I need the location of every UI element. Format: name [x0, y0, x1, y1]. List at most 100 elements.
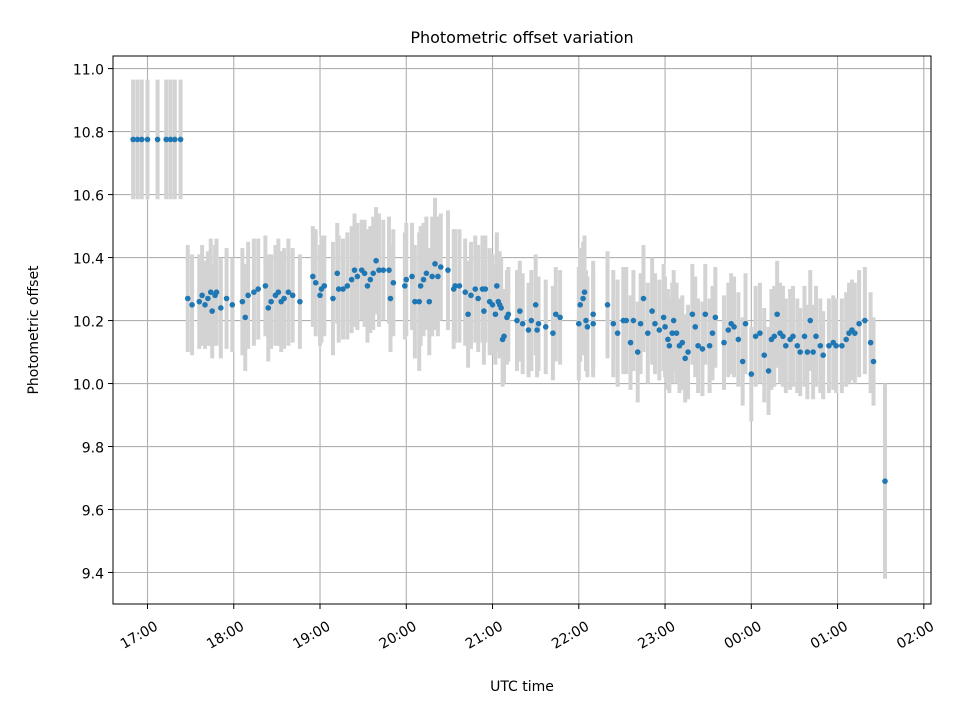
data-point	[774, 311, 780, 318]
data-point	[748, 371, 755, 377]
data-point	[709, 330, 716, 336]
data-point	[437, 264, 444, 270]
data-point	[445, 267, 451, 273]
data-point	[670, 317, 677, 324]
data-point	[771, 333, 778, 340]
data-point	[255, 286, 261, 292]
data-point	[494, 283, 500, 289]
data-point	[528, 317, 535, 324]
data-point	[852, 330, 858, 336]
data-point	[731, 324, 737, 330]
data-point	[202, 302, 208, 308]
data-point	[761, 352, 768, 358]
data-point	[575, 320, 582, 327]
data-point	[412, 298, 418, 305]
data-point	[552, 311, 559, 318]
data-point	[627, 339, 634, 346]
data-point	[867, 339, 874, 346]
data-point	[239, 298, 246, 305]
data-point	[172, 136, 178, 143]
data-point	[134, 136, 141, 143]
data-point	[706, 342, 713, 349]
data-point	[826, 342, 832, 349]
data-point	[534, 327, 540, 333]
data-point	[870, 358, 877, 365]
data-point	[517, 308, 523, 314]
data-point	[376, 267, 382, 273]
data-point	[321, 283, 328, 289]
data-point	[637, 320, 644, 327]
data-point	[640, 295, 647, 302]
data-point	[783, 342, 789, 349]
data-point	[557, 314, 563, 321]
data-point	[489, 302, 496, 308]
data-point	[833, 342, 839, 349]
data-point	[532, 302, 539, 308]
data-point	[475, 295, 481, 302]
data-point	[138, 136, 145, 143]
data-point	[205, 295, 211, 302]
data-point	[623, 317, 630, 324]
data-point	[435, 273, 441, 280]
data-point	[695, 342, 701, 349]
data-point	[344, 283, 351, 289]
data-point	[682, 355, 688, 362]
data-point	[652, 320, 658, 327]
data-point	[317, 292, 323, 299]
data-point	[519, 320, 526, 327]
data-point	[367, 276, 374, 283]
data-point	[813, 333, 819, 340]
data-point	[501, 333, 507, 340]
data-point	[725, 327, 732, 333]
y-tick-label: 11.0	[73, 63, 104, 79]
data-point	[590, 311, 596, 318]
data-point	[426, 298, 433, 305]
data-point	[481, 308, 487, 314]
data-point	[340, 286, 346, 292]
data-point	[310, 273, 316, 280]
data-point	[689, 311, 696, 318]
data-point	[610, 320, 617, 327]
y-tick-label: 10.8	[73, 126, 104, 142]
data-point	[797, 349, 803, 355]
data-point	[417, 283, 424, 289]
data-point	[604, 302, 611, 308]
data-point	[583, 317, 589, 324]
chart-title: Photometric offset variation	[410, 28, 633, 47]
data-point	[584, 324, 591, 330]
data-point	[505, 311, 512, 318]
data-point	[634, 349, 641, 355]
data-point	[807, 317, 814, 324]
data-points	[130, 136, 888, 484]
data-point	[669, 330, 676, 336]
data-point	[577, 302, 584, 308]
data-point	[514, 317, 520, 324]
data-point	[820, 352, 826, 358]
data-point	[370, 270, 377, 277]
data-point	[403, 276, 410, 283]
data-point	[804, 349, 811, 355]
data-point	[130, 136, 136, 143]
data-point	[420, 276, 427, 283]
data-point	[817, 342, 824, 349]
y-tick-label: 9.4	[82, 567, 104, 583]
data-point	[380, 267, 387, 273]
data-point	[429, 273, 435, 280]
data-point	[456, 283, 463, 289]
y-tick-label: 10.0	[73, 378, 104, 394]
data-point	[801, 333, 808, 340]
data-point	[843, 336, 849, 343]
data-point	[525, 327, 532, 333]
data-point	[790, 333, 796, 340]
data-point	[386, 267, 392, 273]
data-point	[163, 136, 169, 143]
data-point	[354, 273, 361, 280]
data-point	[590, 320, 596, 327]
y-tick-label: 9.6	[82, 504, 104, 520]
data-point	[739, 358, 746, 365]
data-point	[614, 330, 621, 336]
data-point	[402, 283, 408, 289]
data-point	[794, 342, 801, 349]
data-point	[685, 349, 691, 355]
data-point	[229, 302, 236, 308]
